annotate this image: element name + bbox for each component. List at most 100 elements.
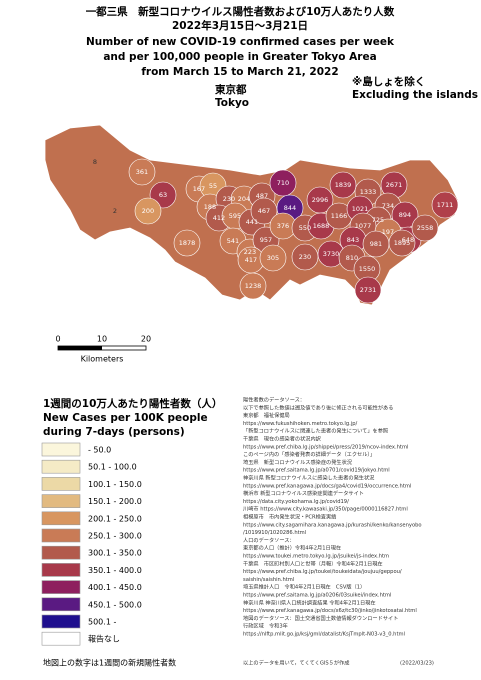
source-line: このページ内の「感染者発表の詳細データ（エクセル）」 [243,450,375,458]
scale-unit: Kilometers [81,355,124,364]
region-count: 595 [229,212,241,220]
region-count: 487 [256,192,268,200]
scale-tick-label: 0 [55,335,60,344]
source-line: 東京都の人口（推計）令和4年2月1日現在 [243,544,341,552]
scale-tick-label: 20 [141,335,151,344]
region-count: 188 [204,203,216,211]
region-count: 1238 [245,282,262,290]
legend-title: New Cases per 100K people [43,412,208,424]
region-count: 167 [193,185,205,193]
title-line: from March 15 to March 21, 2022 [141,66,338,78]
region-count: 2671 [386,181,403,189]
region [239,272,267,300]
legend-swatch [41,631,81,646]
legend-label: 200.1 - 250.0 [88,514,142,523]
source-line: https://www.toukei.metro.tokyo.lg.jp/jsu… [243,554,389,560]
region-count: 467 [258,207,270,215]
region-count: 204 [238,195,250,203]
legend-label: 50.1 - 100.0 [88,463,137,472]
legend-label: 300.1 - 350.0 [88,549,142,558]
region-count: 1550 [359,265,376,273]
region-count: 417 [245,256,257,264]
legend-swatch [41,614,81,629]
source-line: 千葉県 現在の感染者の状況内訳 [243,435,322,443]
source-line: https://nlftp.mlit.go.jp/ksj/gml/datalis… [243,632,405,638]
region-count: 200 [142,207,154,215]
source-line: 埼玉県推計人口 令和4年2月1日現在 CSV版（1） [243,583,365,591]
legend-label: 報告なし [88,634,120,644]
region [128,158,156,186]
source-line: https://www.city.sagamihara.kanagawa.jp/… [243,522,422,528]
legend-label: 500.1 - [88,618,116,627]
legend-label: 350.1 - 400.0 [88,566,142,575]
region-count: 230 [299,253,311,261]
source-line: 陽性者数のデータソース： [243,396,305,404]
region-count: 981 [370,240,382,248]
scale-bar-fill [58,346,102,350]
title-line: and per 100,000 people in Greater Tokyo … [103,51,376,63]
islands-note-ja: ※島しょを除く [352,75,425,88]
legend-label: 450.1 - 500.0 [88,600,142,609]
legend-label: 250.1 - 300.0 [88,532,142,541]
region-count: 957 [260,236,272,244]
region-count: 648 [402,236,414,244]
legend-swatch [41,545,81,560]
title-line: 一都三県 新型コロナウイルス陽性者数および10万人あたり人数 [86,5,395,18]
legend-swatch [41,494,81,508]
source-line: https://www.pref.chiba.lg.jp/shippei/pre… [243,444,408,450]
region-count: 63 [159,191,167,199]
region [411,214,439,242]
source-line: 埼玉県 新型コロナウイルス感染症の発生状況 [243,458,352,466]
region-count: 1688 [313,222,330,230]
region-count: 1839 [335,181,352,189]
scale-tick-label: 10 [97,335,107,344]
legend-title: 1週間の10万人あたり陽性者数（人） [43,397,222,410]
region-count: 412 [213,214,225,222]
legend-swatch [41,477,81,491]
source-line: https://www.pref.saitama.lg.jp/a0206/03s… [243,593,391,599]
region-count: 843 [347,236,359,244]
region [173,229,201,257]
region [388,229,416,257]
source-line: https://www.fukushihoken.metro.tokyo.lg.… [243,421,358,427]
region-count: 725 [372,216,384,224]
source-line: 千葉県 市区町村別人口と世帯（月報）令和4年2月1日現在 [243,559,383,567]
region-count: 441 [246,218,258,226]
region-count: 2558 [417,224,434,232]
region-count: 2731 [360,286,377,294]
region-count: 734 [382,202,394,210]
source-line: 地図のデータソース：国土交通省国土数値情報ダウンロードサイト [243,614,398,622]
region-count: 55 [209,182,217,190]
source-credit: 以上のデータを用いて，てくてくGIS５が作成 [243,659,349,667]
legend-title: during 7-days (persons) [43,426,185,438]
region [250,197,278,225]
source-line: 川崎市 https://www.city.kawasaki.jp/350/pag… [243,505,408,513]
region [431,191,459,219]
region-count: 1077 [355,222,372,230]
source-line: /1019910/1020286.html [243,530,306,536]
region-count: 197 [382,228,394,236]
region-count: 1021 [352,205,369,213]
sources: 陽性者数のデータソース：以下で参照した数値は遡及値であり後に修正される可能性があ… [243,396,434,667]
legend-label: - 50.0 [88,446,111,455]
source-line: https://data.city.yokohama.lg.jp/covid19… [243,499,349,505]
region-count: 1878 [179,239,196,247]
source-line: 横浜市 新型コロナウイルス感染症関連データサイト [243,489,364,497]
source-line: https://www.pref.kanagawa.jp/docs/x6z/tc… [243,608,417,614]
region-count: 2996 [312,196,329,204]
region [329,171,357,199]
source-line: 人口のデータソース： [243,536,295,544]
footnote: 地図上の数字は1週間の新規陽性者数 [43,658,176,668]
region-count: 376 [277,222,289,230]
region-count: 1895 [394,239,411,247]
source-line: https://www.pref.saitama.lg.jp/a0701/cov… [243,468,390,474]
legend-swatch [41,563,81,577]
region-count: 1166 [331,212,348,220]
source-line: 東京都 福祉保健局 [243,411,290,419]
legend-swatch [41,597,81,612]
legend-label: 400.1 - 450.0 [88,583,142,592]
region [269,169,297,197]
